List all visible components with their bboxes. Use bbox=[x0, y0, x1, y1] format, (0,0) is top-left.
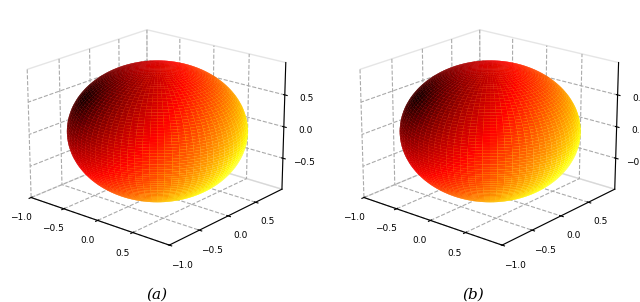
Text: (a): (a) bbox=[146, 288, 168, 302]
Text: (b): (b) bbox=[463, 288, 484, 302]
